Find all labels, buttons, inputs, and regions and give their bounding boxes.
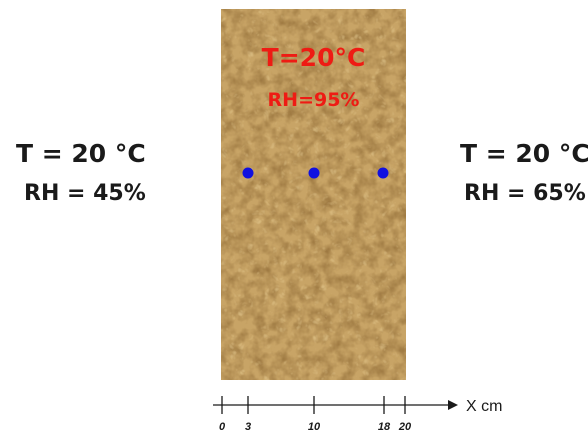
specimen-temperature: T=20°C <box>261 43 366 72</box>
sensor-point <box>308 167 320 179</box>
axis-unit-label: X cm <box>466 398 502 415</box>
axis-tick-label: 0 <box>219 421 226 433</box>
specimen-humidity: RH=95% <box>267 89 360 111</box>
axis-tick-label: 10 <box>308 421 321 433</box>
left-boundary-conditions: T = 20 °C RH = 45% <box>16 139 146 207</box>
axis-tick-label: 3 <box>245 421 251 433</box>
right-boundary-conditions: T = 20 °C RH = 65% <box>460 139 588 207</box>
left-temperature: T = 20 °C <box>16 139 146 168</box>
right-temperature: T = 20 °C <box>460 139 588 168</box>
specimen-texture <box>221 9 406 380</box>
sensor-point <box>242 167 254 179</box>
right-humidity: RH = 65% <box>464 181 586 206</box>
sensor-point <box>377 167 389 179</box>
axis-tick-label: 18 <box>378 421 391 433</box>
left-humidity: RH = 45% <box>24 181 146 206</box>
axis-arrowhead-icon <box>448 400 458 410</box>
material-specimen: T=20°C RH=95% <box>221 9 406 380</box>
axis-tick-label: 20 <box>398 421 412 433</box>
